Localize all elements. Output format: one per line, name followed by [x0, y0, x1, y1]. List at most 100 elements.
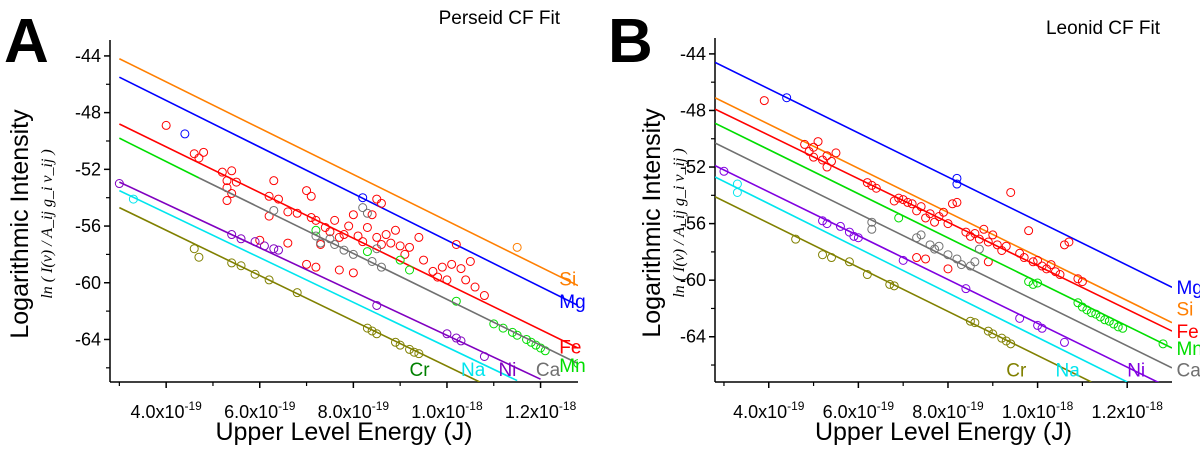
series-ca: [715, 142, 1172, 369]
fit-line-ca: [198, 177, 578, 365]
data-point: [871, 183, 881, 193]
data-point: [956, 260, 966, 270]
data-point: [311, 231, 321, 241]
series-label-mg: Mg: [1176, 278, 1200, 299]
data-point: [992, 240, 1002, 250]
data-point: [800, 139, 810, 149]
data-point: [791, 234, 801, 244]
series-fe: [715, 96, 1172, 332]
data-point: [194, 153, 204, 163]
data-point: [925, 240, 935, 250]
data-point: [283, 207, 293, 217]
data-point: [952, 197, 962, 207]
data-point: [1059, 337, 1069, 347]
data-point: [970, 229, 980, 239]
data-point: [292, 288, 302, 298]
data-point: [442, 275, 452, 285]
data-point: [367, 210, 377, 220]
data-point: [330, 239, 340, 249]
data-point: [470, 282, 480, 292]
data-point: [1077, 302, 1087, 312]
data-point: [934, 241, 944, 251]
data-point: [983, 326, 993, 336]
data-point: [358, 193, 368, 203]
data-point: [414, 232, 424, 242]
data-point: [227, 188, 237, 198]
y-tick-label: -48: [75, 103, 101, 123]
data-point: [451, 239, 461, 249]
x-tick-label: 8.0x10-19: [912, 399, 984, 422]
data-point: [465, 256, 475, 266]
data-point: [898, 255, 908, 265]
data-point: [362, 323, 372, 333]
series-label-ca: Ca: [1176, 360, 1200, 381]
series-label-ni: Ni: [1127, 360, 1145, 381]
data-point: [372, 244, 382, 254]
data-point: [849, 231, 859, 241]
data-point: [1028, 279, 1038, 289]
y-tick-label: -48: [680, 100, 706, 120]
data-point: [222, 196, 232, 206]
data-point: [344, 221, 354, 231]
data-point: [1118, 323, 1128, 333]
series-label-mn: Mn: [559, 356, 585, 377]
data-point: [227, 166, 237, 176]
data-point: [719, 166, 729, 176]
data-point: [447, 259, 457, 269]
data-point: [925, 209, 935, 219]
data-point: [507, 327, 517, 337]
data-point: [1001, 336, 1011, 346]
data-point: [867, 217, 877, 227]
data-point: [419, 255, 429, 265]
data-point: [1104, 316, 1114, 326]
x-tick-label: 4.0x10-19: [733, 399, 805, 422]
data-point: [381, 230, 391, 240]
data-point: [826, 156, 836, 166]
data-point: [405, 242, 415, 252]
data-point: [1001, 241, 1011, 251]
data-point: [1033, 255, 1043, 265]
series-ni: [114, 179, 541, 380]
data-point: [236, 261, 246, 271]
data-point: [1037, 323, 1047, 333]
data-point: [339, 245, 349, 255]
fit-line-na: [715, 176, 1128, 382]
fit-line-ni: [715, 164, 1160, 382]
data-point: [970, 318, 980, 328]
data-point: [306, 213, 316, 223]
data-point: [325, 227, 335, 237]
data-point: [947, 199, 957, 209]
fit-line-cr: [119, 206, 481, 382]
data-point: [930, 244, 940, 254]
data-point: [114, 179, 124, 189]
data-point: [255, 235, 265, 245]
data-point: [316, 238, 326, 248]
y-axis-subtitle: ln ( I(v) / A_ij g_i v_ij ): [39, 149, 56, 298]
data-point: [428, 266, 438, 276]
x-tick-label: 8.0x10-19: [318, 399, 390, 422]
x-tick-label: 1.0x10-18: [1002, 399, 1074, 422]
data-point: [395, 255, 405, 265]
data-point: [358, 237, 368, 247]
data-point: [348, 210, 358, 220]
data-point: [367, 326, 377, 336]
data-point: [894, 193, 904, 203]
data-point: [264, 191, 274, 201]
series-label-mn: Mn: [1176, 339, 1200, 360]
series-ni: [715, 164, 1160, 382]
data-point: [867, 180, 877, 190]
data-point: [939, 207, 948, 217]
data-point: [358, 203, 368, 213]
y-axis-title: Logarithmic Intensity: [6, 109, 34, 339]
data-point: [376, 262, 386, 272]
data-point: [732, 179, 742, 189]
x-tick-label: 1.2x10-18: [1092, 399, 1164, 422]
data-point: [409, 347, 419, 357]
fit-line-si: [715, 97, 1172, 324]
data-point: [217, 167, 227, 177]
data-point: [1024, 226, 1034, 236]
data-point: [302, 186, 312, 196]
x-axis-title: Upper Level Energy (J): [815, 418, 1072, 446]
data-point: [1091, 309, 1101, 319]
data-point: [222, 176, 232, 186]
